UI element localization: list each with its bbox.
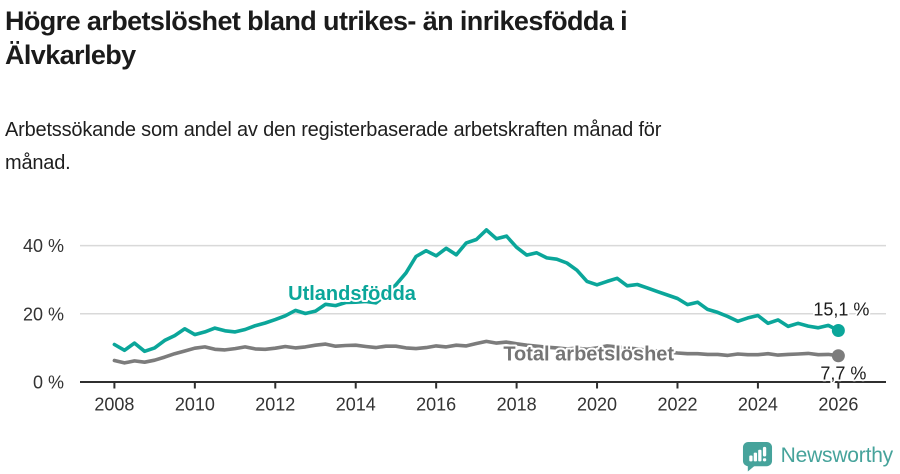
end-value-label-utlandsfodda: 15,1 %: [813, 300, 869, 320]
exclamation-bar: [762, 446, 766, 456]
newsworthy-icon: [742, 441, 772, 472]
x-tick-label-2022: 2022: [657, 395, 697, 415]
series-label-utlandsfodda: Utlandsfödda: [288, 283, 417, 305]
end-value-label-total-arbetsloshet: 7,7 %: [820, 364, 866, 384]
end-dot-total-arbetsloshet: [831, 349, 845, 363]
y-tick-label-40: 40 %: [23, 236, 64, 256]
brand-name: Newsworthy: [780, 444, 894, 467]
y-tick-label-20: 20 %: [23, 304, 64, 324]
chart-description-line-2: månad.: [5, 152, 71, 174]
chart-description: Arbetssökande som andel av den registerb…: [5, 114, 875, 180]
x-tick-label-2026: 2026: [818, 395, 858, 415]
series-line-utlandsfodda: [112, 228, 841, 354]
chart-description-line-1: Arbetssökande som andel av den registerb…: [5, 119, 662, 141]
end-dot-utlandsfodda: [831, 324, 845, 338]
x-tick-label-2024: 2024: [738, 395, 778, 415]
exclamation-dot: [762, 457, 766, 461]
series-label-total-arbetsloshet: Total arbetslöshet: [503, 344, 674, 366]
y-tick-label-0: 0 %: [33, 373, 64, 393]
x-tick-label-2010: 2010: [175, 395, 215, 415]
x-tick-label-2016: 2016: [416, 395, 456, 415]
series-line-total-arbetsloshet: [112, 339, 841, 365]
page-title-line-2: Älvkarleby: [5, 40, 136, 70]
x-tick-label-2014: 2014: [336, 395, 376, 415]
page-title-line-1: Högre arbetslöshet bland utrikes- än inr…: [5, 6, 628, 36]
speech-bubble-shape: [742, 441, 772, 472]
bar-chart-glyph: [748, 446, 766, 461]
x-tick-label-2012: 2012: [255, 395, 295, 415]
newsworthy-logo[interactable]: Newsworthy: [742, 440, 893, 472]
x-tick-label-2020: 2020: [577, 395, 617, 415]
unemployment-line-chart: 2008 2010 2012 2014 2016 2018 2020 2022 2024 2026…: [23, 228, 886, 415]
x-tick-label-2008: 2008: [94, 395, 134, 415]
x-tick-label-2018: 2018: [497, 395, 537, 415]
page-title: Högre arbetslöshet bland utrikes- än inr…: [5, 4, 875, 72]
